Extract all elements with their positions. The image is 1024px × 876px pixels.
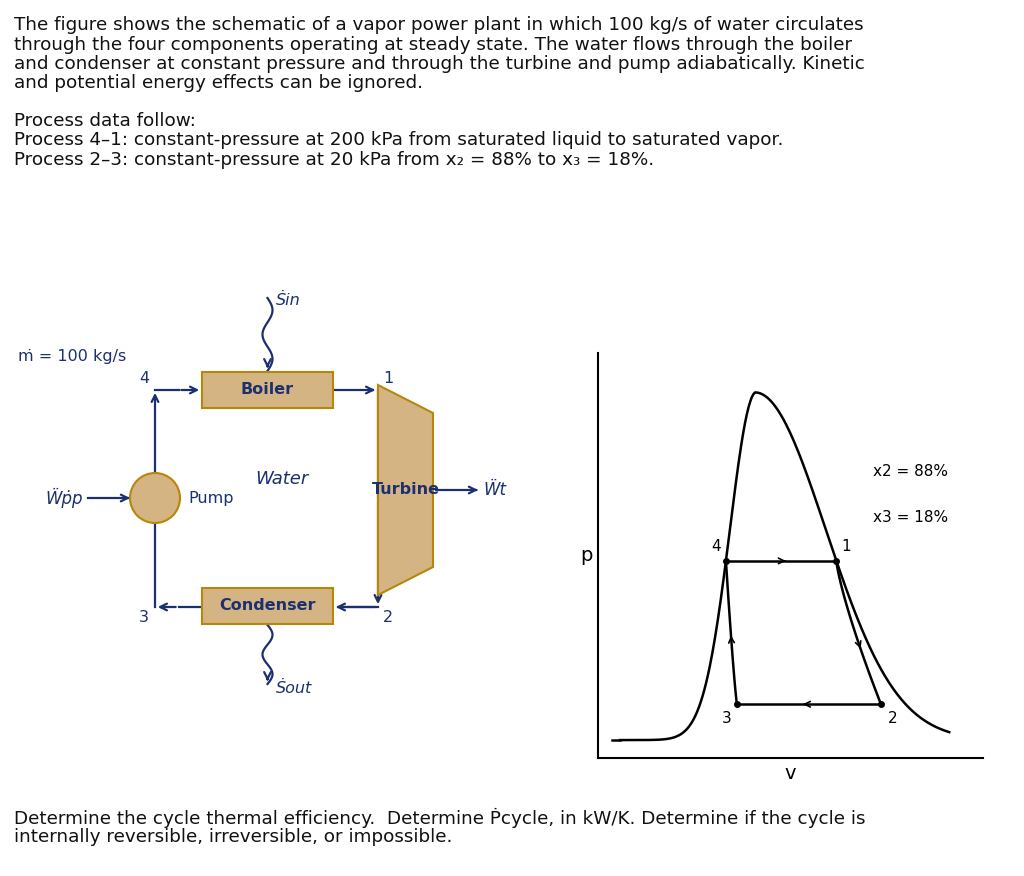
- Text: Ṡout: Ṡout: [275, 681, 311, 696]
- Text: 1: 1: [383, 371, 393, 386]
- Text: Turbine: Turbine: [372, 483, 439, 498]
- Text: 2: 2: [383, 610, 393, 625]
- Text: Condenser: Condenser: [219, 598, 315, 613]
- Text: Determine the cycle thermal efficiency.  Determine Ṗcycle, in kW/K. Determine if: Determine the cycle thermal efficiency. …: [14, 808, 865, 828]
- Y-axis label: p: p: [581, 546, 593, 565]
- Text: x2 = 88%: x2 = 88%: [873, 463, 948, 479]
- Text: 4: 4: [712, 539, 721, 554]
- Text: x3 = 18%: x3 = 18%: [873, 511, 948, 526]
- Text: 2: 2: [888, 711, 897, 726]
- Text: 3: 3: [139, 610, 150, 625]
- Text: Process 2–3: constant-pressure at 20 kPa from x₂ = 88% to x₃ = 18%.: Process 2–3: constant-pressure at 20 kPa…: [14, 151, 654, 168]
- FancyBboxPatch shape: [202, 372, 333, 408]
- Text: 3: 3: [722, 711, 732, 726]
- Text: Process 4–1: constant-pressure at 200 kPa from saturated liquid to saturated vap: Process 4–1: constant-pressure at 200 kP…: [14, 131, 783, 149]
- Text: internally reversible, irreversible, or impossible.: internally reversible, irreversible, or …: [14, 828, 453, 845]
- Text: Water: Water: [255, 470, 308, 488]
- Text: The figure shows the schematic of a vapor power plant in which 100 kg/s of water: The figure shows the schematic of a vapo…: [14, 16, 863, 34]
- Circle shape: [130, 473, 180, 523]
- Text: through the four components operating at steady state. The water flows through t: through the four components operating at…: [14, 36, 852, 53]
- FancyBboxPatch shape: [202, 588, 333, 624]
- X-axis label: v: v: [784, 764, 797, 782]
- Text: Boiler: Boiler: [241, 383, 294, 398]
- Text: Process data follow:: Process data follow:: [14, 111, 196, 130]
- Text: 1: 1: [842, 539, 851, 554]
- Text: Ṡin: Ṡin: [275, 293, 300, 308]
- Text: Ẅt: Ẅt: [483, 481, 506, 499]
- Text: Pump: Pump: [188, 491, 233, 505]
- Text: and condenser at constant pressure and through the turbine and pump adiabaticall: and condenser at constant pressure and t…: [14, 55, 865, 73]
- Text: and potential energy effects can be ignored.: and potential energy effects can be igno…: [14, 74, 423, 93]
- Text: 4: 4: [139, 371, 150, 386]
- Text: Ẅṗp: Ẅṗp: [45, 488, 83, 508]
- Text: ṁ = 100 kg/s: ṁ = 100 kg/s: [18, 349, 126, 364]
- Polygon shape: [378, 385, 433, 595]
